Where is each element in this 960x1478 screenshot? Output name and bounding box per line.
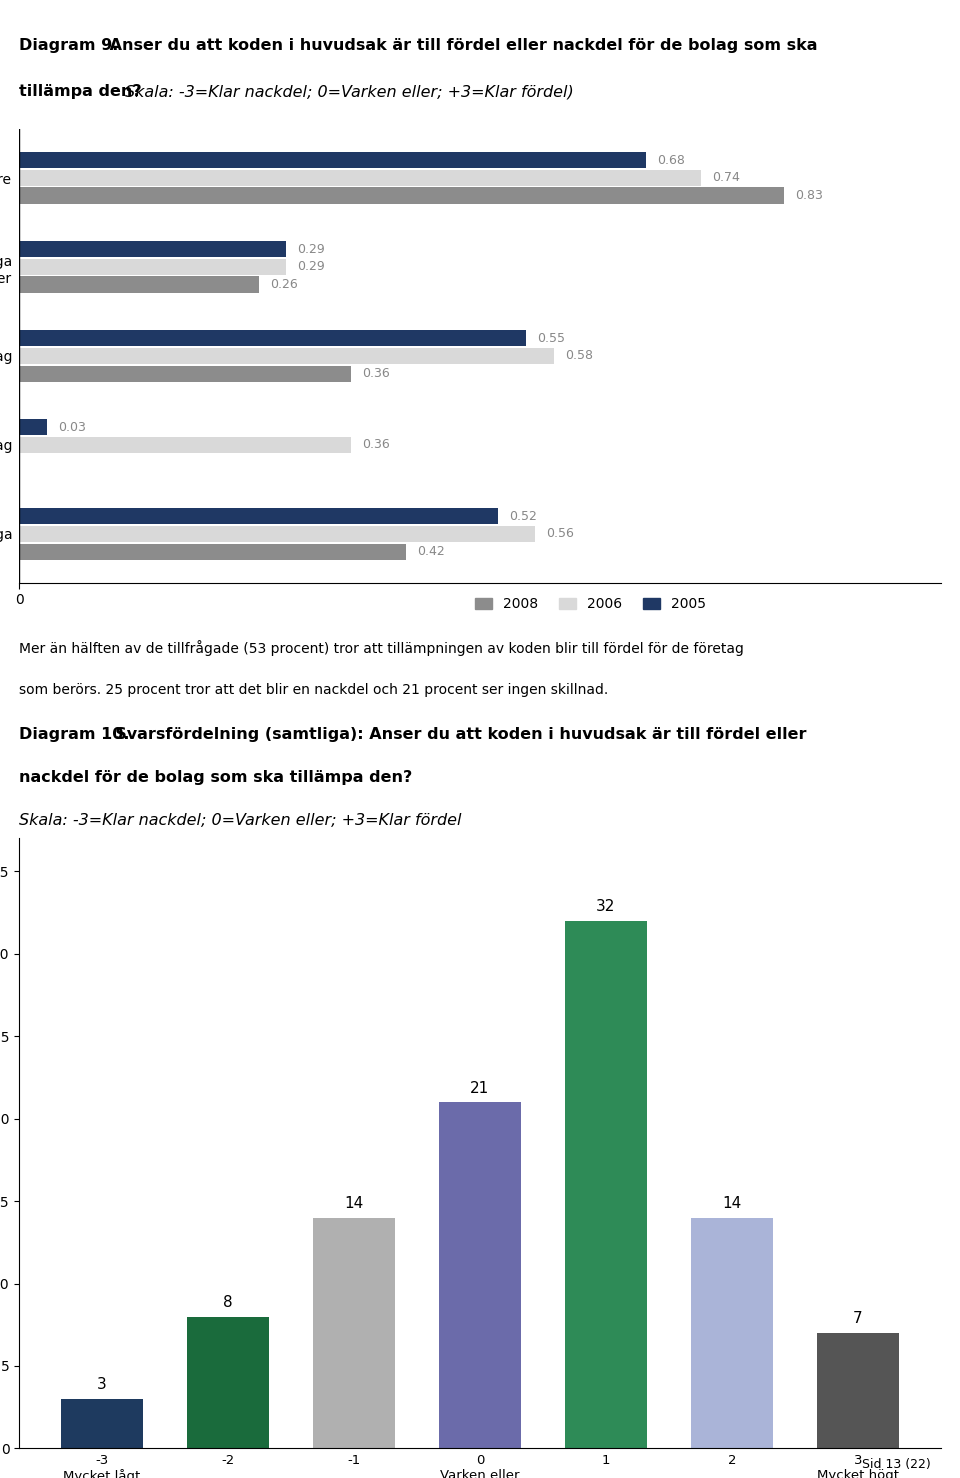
Bar	[19, 347, 554, 364]
Text: tillämpa den?: tillämpa den?	[19, 84, 148, 99]
Text: 21: 21	[470, 1080, 490, 1095]
Text: 0.42: 0.42	[418, 545, 445, 559]
Text: Mer än hälften av de tillfrågade (53 procent) tror att tillämpningen av koden bl: Mer än hälften av de tillfrågade (53 pro…	[19, 640, 744, 656]
Bar	[187, 1317, 269, 1448]
Bar	[19, 330, 526, 346]
Bar	[565, 921, 647, 1448]
Text: 7: 7	[853, 1311, 863, 1326]
Bar	[439, 1103, 521, 1448]
Text: Diagram 9.: Diagram 9.	[19, 37, 119, 53]
Text: 0.36: 0.36	[362, 439, 390, 451]
Text: Skala: -3=Klar nackdel; 0=Varken eller; +3=Klar fördel: Skala: -3=Klar nackdel; 0=Varken eller; …	[19, 813, 462, 828]
Text: Anser du att koden i huvudsak är till fördel eller nackdel för de bolag som ska: Anser du att koden i huvudsak är till fö…	[104, 37, 818, 53]
Text: Diagram 10.: Diagram 10.	[19, 727, 130, 742]
Bar	[19, 188, 784, 204]
Text: 0.29: 0.29	[298, 242, 325, 256]
Bar	[19, 259, 286, 275]
Text: 8: 8	[224, 1295, 233, 1310]
Bar	[19, 436, 351, 454]
Bar	[19, 526, 536, 542]
Text: Svarsfördelning (samtliga): Anser du att koden i huvudsak är till fördel eller: Svarsfördelning (samtliga): Anser du att…	[104, 727, 806, 742]
Text: Skala: -3=Klar nackdel; 0=Varken eller; +3=Klar fördel): Skala: -3=Klar nackdel; 0=Varken eller; …	[125, 84, 574, 99]
Text: 0.83: 0.83	[795, 189, 823, 202]
Bar	[817, 1333, 899, 1448]
Text: 0.36: 0.36	[362, 367, 390, 380]
Bar	[19, 152, 646, 168]
Text: 0.26: 0.26	[270, 278, 298, 291]
Text: 0.52: 0.52	[510, 510, 538, 523]
Text: 0.29: 0.29	[298, 260, 325, 273]
Bar	[691, 1218, 773, 1448]
Bar	[19, 276, 259, 293]
Bar	[19, 418, 47, 436]
Text: 3: 3	[97, 1377, 107, 1392]
Text: 0.74: 0.74	[712, 171, 740, 185]
Text: 0.68: 0.68	[657, 154, 684, 167]
Text: 14: 14	[345, 1196, 364, 1210]
Text: 0.56: 0.56	[546, 528, 574, 541]
Bar	[313, 1218, 395, 1448]
Text: 0.55: 0.55	[538, 331, 565, 344]
Legend: 2008, 2006, 2005: 2008, 2006, 2005	[469, 591, 711, 616]
Text: nackdel för de bolag som ska tillämpa den?: nackdel för de bolag som ska tillämpa de…	[19, 770, 413, 785]
Text: 0.03: 0.03	[58, 421, 85, 433]
Text: 14: 14	[722, 1196, 742, 1210]
Text: 32: 32	[596, 899, 615, 915]
Text: 0.58: 0.58	[564, 349, 592, 362]
Text: Sid 13 (22): Sid 13 (22)	[862, 1457, 931, 1471]
Bar	[19, 365, 351, 381]
Bar	[19, 544, 406, 560]
Text: som berörs. 25 procent tror att det blir en nackdel och 21 procent ser ingen ski: som berörs. 25 procent tror att det blir…	[19, 683, 609, 698]
Bar	[19, 508, 498, 525]
Bar	[19, 241, 286, 257]
Bar	[61, 1400, 143, 1448]
Bar	[19, 170, 701, 186]
